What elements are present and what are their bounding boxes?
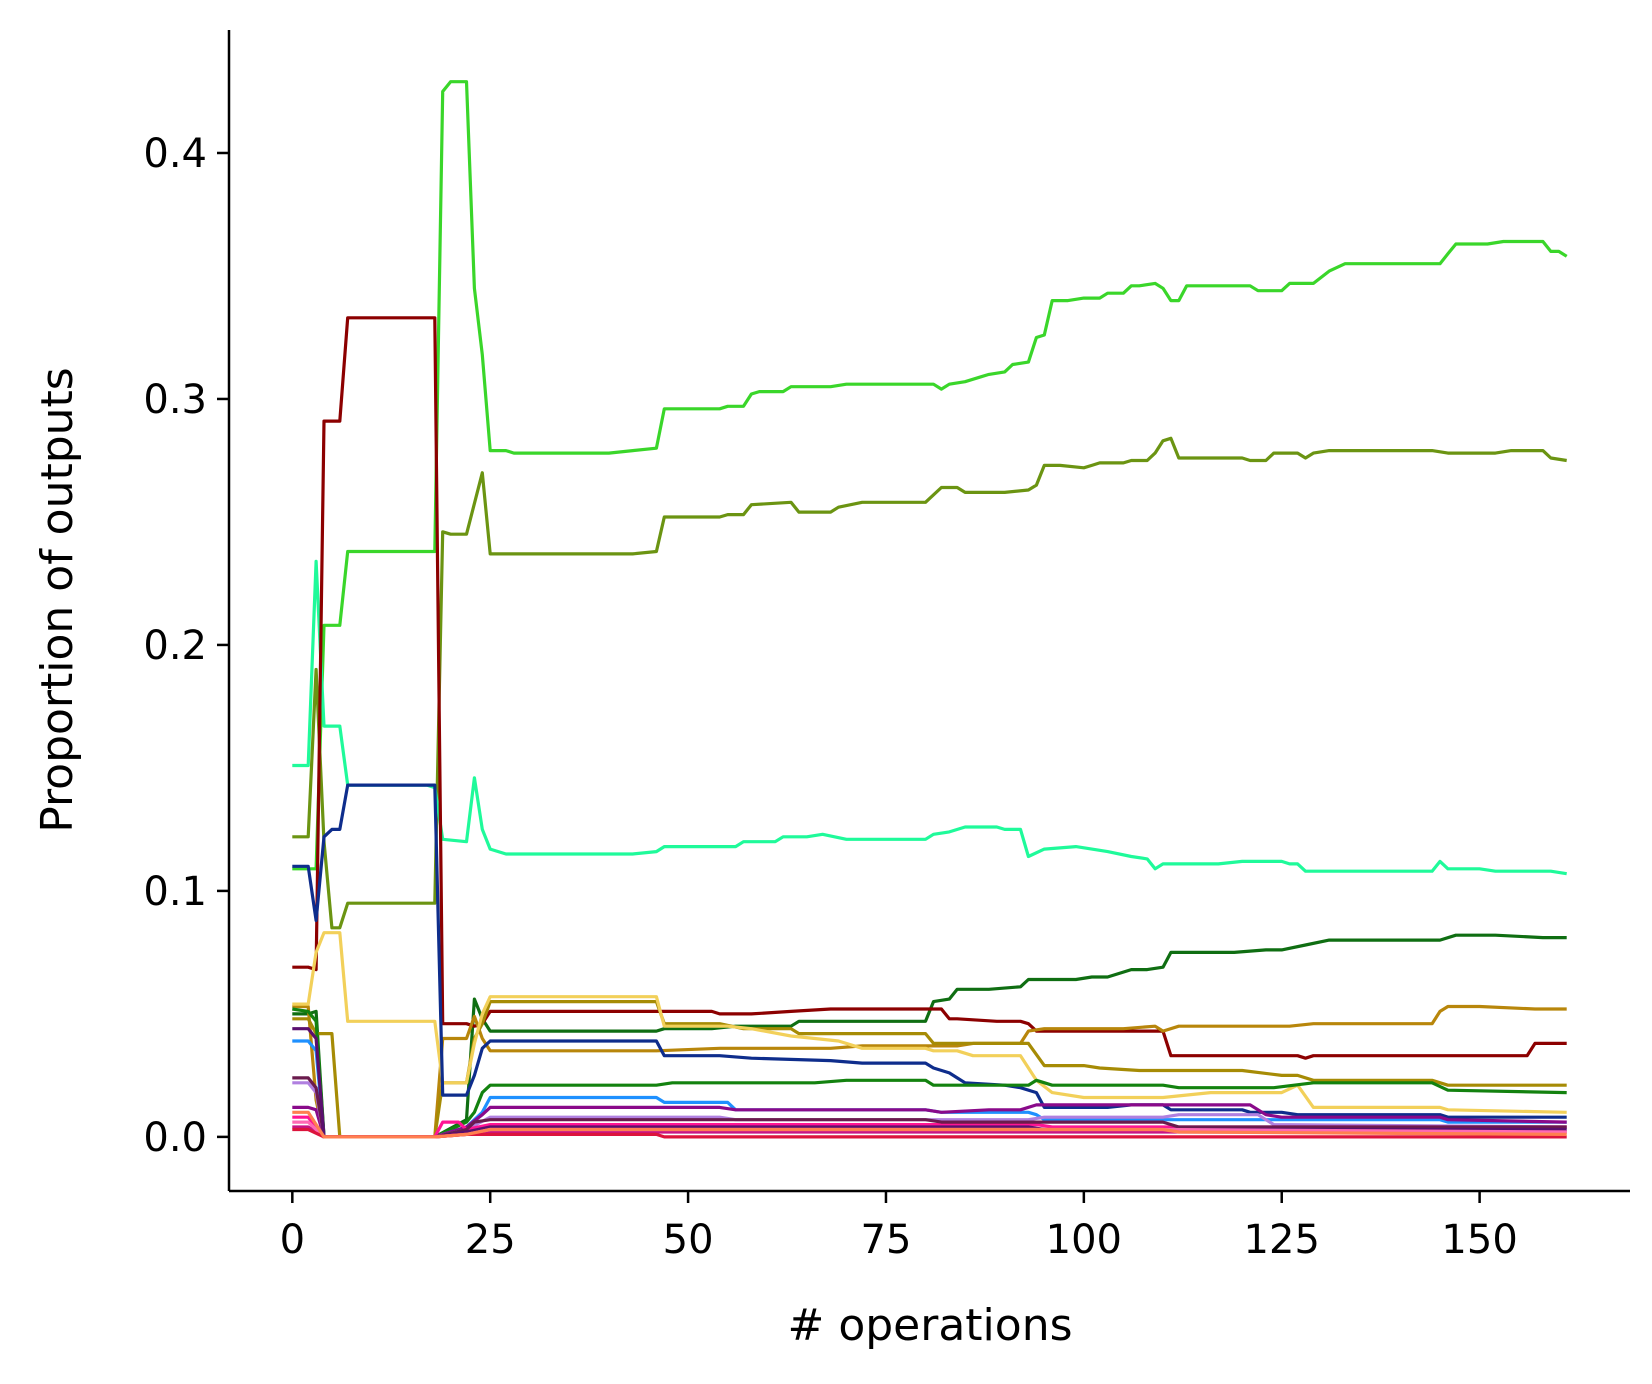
x-tick-label: 100 [1046,1217,1122,1263]
y-tick-label: 0.2 [143,623,207,669]
series-line-4 [292,933,1567,1139]
series-line-3 [292,559,1567,876]
ticks-layer: 0 25 50 75 100 125 150 0.0 0.1 0.2 0.3 0.4 [143,131,1517,1263]
series-line-5 [292,316,1567,1060]
x-axis-label: # operations [787,1300,1072,1351]
x-tick-label: 150 [1441,1217,1517,1263]
x-tick-label: 75 [861,1217,912,1263]
x-tick-label: 125 [1244,1217,1320,1263]
y-tick-label: 0.3 [143,377,207,423]
x-tick-label: 0 [280,1217,305,1263]
series-layer [292,80,1568,1139]
x-tick-label: 50 [663,1217,714,1263]
x-tick-label: 25 [465,1217,516,1263]
series-line-8 [292,931,1567,1114]
y-tick-label: 0.0 [143,1115,207,1161]
y-axis-label: Proportion of outputs [32,367,83,832]
y-tick-label: 0.4 [143,131,207,177]
series-line-1 [292,80,1568,871]
series-line-20 [292,1110,1567,1139]
series-line-9 [292,783,1567,1119]
series-line-15 [292,1076,1567,1139]
series-line-2 [292,436,1567,930]
axes-layer [227,30,1630,1193]
y-tick-label: 0.1 [143,869,207,915]
